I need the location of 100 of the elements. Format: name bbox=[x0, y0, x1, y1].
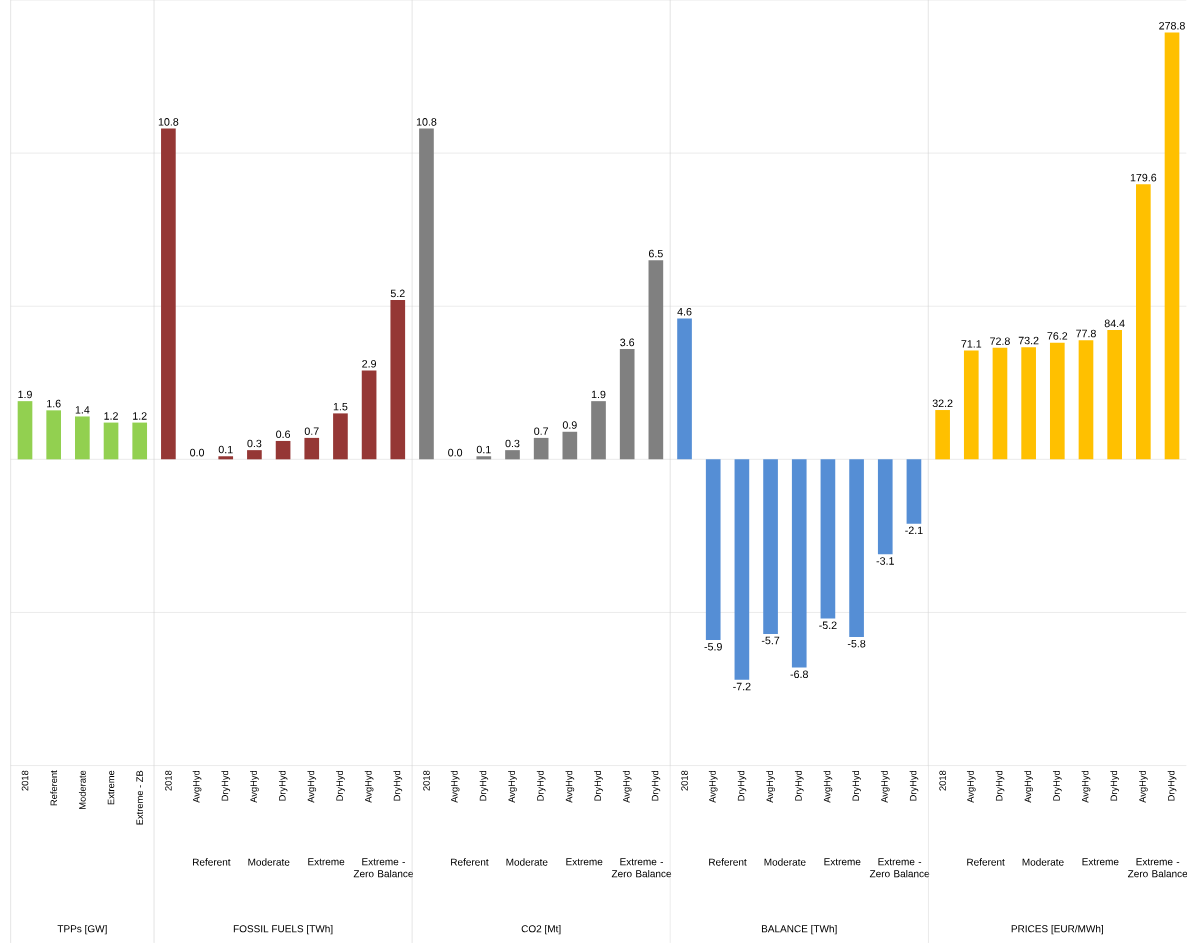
x-tick-label: DryHyd bbox=[737, 770, 747, 801]
x-tick-label: DryHyd bbox=[1110, 770, 1120, 801]
x-axis-title: BALANCE [TWh] bbox=[761, 925, 837, 935]
bar bbox=[935, 410, 950, 460]
x-tick-label: AvgHyd bbox=[1081, 770, 1091, 803]
x-axis-title: FOSSIL FUELS [TWh] bbox=[233, 925, 333, 935]
x-tick-label: AvgHyd bbox=[250, 770, 259, 803]
x-axis-title: CO2 [Mt] bbox=[521, 925, 561, 935]
data-label: 6.5 bbox=[648, 249, 663, 258]
text: Referent bbox=[193, 858, 231, 866]
data-label: -3.1 bbox=[876, 557, 894, 565]
bar bbox=[1021, 347, 1036, 460]
x-tick-label: Moderate bbox=[78, 770, 86, 809]
x-tick-label: AvgHyd bbox=[364, 770, 374, 803]
bar bbox=[333, 413, 348, 460]
text: Referent bbox=[967, 858, 1005, 866]
data-label: 0.0 bbox=[448, 448, 463, 457]
bar bbox=[361, 370, 377, 460]
bar bbox=[591, 401, 606, 460]
data-label: 3.6 bbox=[620, 338, 635, 347]
x-tick-label: AvgHyd bbox=[966, 770, 976, 803]
text: Moderate bbox=[1022, 858, 1064, 866]
bar bbox=[1107, 330, 1122, 460]
x-tick-label: 2018 bbox=[681, 770, 688, 791]
x-tick-label: DryHyd bbox=[651, 770, 661, 801]
data-label: 1.9 bbox=[591, 390, 606, 399]
data-label: 76.2 bbox=[1047, 332, 1068, 340]
data-label: 72.8 bbox=[990, 337, 1010, 345]
data-label: -5.2 bbox=[819, 621, 837, 630]
x-tick-label: AvgHyd bbox=[766, 770, 775, 803]
bar bbox=[1164, 32, 1180, 460]
text: Extreme bbox=[308, 858, 345, 866]
x-tick-label: Extreme bbox=[107, 770, 115, 805]
x-tick-label: Referent bbox=[50, 770, 58, 806]
data-label: 77.8 bbox=[1076, 329, 1096, 338]
bar bbox=[390, 300, 406, 460]
data-label: 1.2 bbox=[104, 412, 118, 420]
data-label: -5.7 bbox=[761, 636, 780, 645]
data-label: -6.8 bbox=[790, 670, 808, 679]
data-label: 73.2 bbox=[1018, 336, 1039, 345]
data-label: 0.1 bbox=[218, 445, 233, 454]
x-tick-label: AvgHyd bbox=[1138, 770, 1148, 803]
data-label: 10.8 bbox=[416, 118, 437, 126]
x-tick-label: AvgHyd bbox=[565, 770, 575, 803]
bar bbox=[419, 128, 434, 460]
text: Moderate bbox=[764, 858, 806, 866]
data-label: 0.3 bbox=[247, 439, 262, 448]
x-tick-label: DryHyd bbox=[909, 770, 919, 801]
bar bbox=[533, 437, 549, 460]
data-label: 4.6 bbox=[677, 308, 692, 316]
data-label: 2.9 bbox=[362, 360, 377, 368]
x-tick-label: AvgHyd bbox=[307, 770, 317, 803]
data-label: 1.5 bbox=[333, 403, 348, 411]
data-label: 0.7 bbox=[534, 427, 549, 435]
bar bbox=[17, 401, 33, 460]
x-tick-label: Extreme - ZB bbox=[136, 770, 143, 825]
data-label: 1.2 bbox=[133, 412, 147, 420]
x-axis-title: PRICES [EUR/MWh] bbox=[1011, 925, 1103, 935]
text: Extreme - Zero Balance bbox=[869, 858, 930, 878]
bar bbox=[75, 416, 90, 460]
bar bbox=[562, 431, 578, 460]
x-tick-label: DryHyd bbox=[479, 770, 489, 801]
data-label: 179.6 bbox=[1130, 173, 1157, 182]
text: Extreme - Zero Balance bbox=[1127, 858, 1187, 878]
text: Referent bbox=[709, 858, 747, 866]
data-label: 0.1 bbox=[476, 445, 491, 454]
bar bbox=[505, 450, 520, 460]
text: Extreme bbox=[566, 858, 603, 866]
data-label: 10.8 bbox=[158, 118, 179, 126]
x-tick-label: AvgHyd bbox=[823, 770, 833, 803]
data-label: 84.4 bbox=[1104, 319, 1125, 328]
x-tick-label: DryHyd bbox=[995, 770, 1005, 801]
bar bbox=[1078, 340, 1094, 460]
x-tick-label: 2018 bbox=[21, 770, 29, 791]
bar bbox=[275, 440, 291, 460]
x-tick-label: AvgHyd bbox=[708, 770, 718, 803]
bar bbox=[247, 450, 262, 460]
x-tick-label: DryHyd bbox=[794, 770, 804, 801]
x-tick-label: AvgHyd bbox=[622, 770, 632, 803]
text: Extreme - Zero Balance bbox=[611, 858, 672, 878]
data-label: -7.2 bbox=[733, 682, 751, 691]
bar bbox=[132, 422, 148, 460]
bar bbox=[1049, 342, 1065, 460]
data-label: 1.6 bbox=[47, 399, 61, 408]
data-label: 278.8 bbox=[1159, 22, 1185, 30]
data-label: -2.1 bbox=[905, 526, 923, 535]
data-label: -5.8 bbox=[847, 639, 866, 648]
x-tick-label: DryHyd bbox=[1167, 770, 1177, 801]
bar bbox=[304, 437, 320, 460]
data-label: 71.1 bbox=[961, 340, 982, 348]
data-label: 5.2 bbox=[390, 289, 405, 298]
text: Referent bbox=[451, 858, 489, 866]
data-label: 0.9 bbox=[562, 421, 577, 429]
text: Extreme - Zero Balance bbox=[353, 858, 414, 878]
data-label: 32.2 bbox=[932, 399, 953, 408]
x-tick-label: AvgHyd bbox=[1024, 770, 1033, 803]
x-tick-label: DryHyd bbox=[594, 770, 603, 801]
bar bbox=[476, 456, 492, 460]
bar bbox=[218, 456, 234, 460]
data-label: 1.4 bbox=[75, 406, 90, 414]
